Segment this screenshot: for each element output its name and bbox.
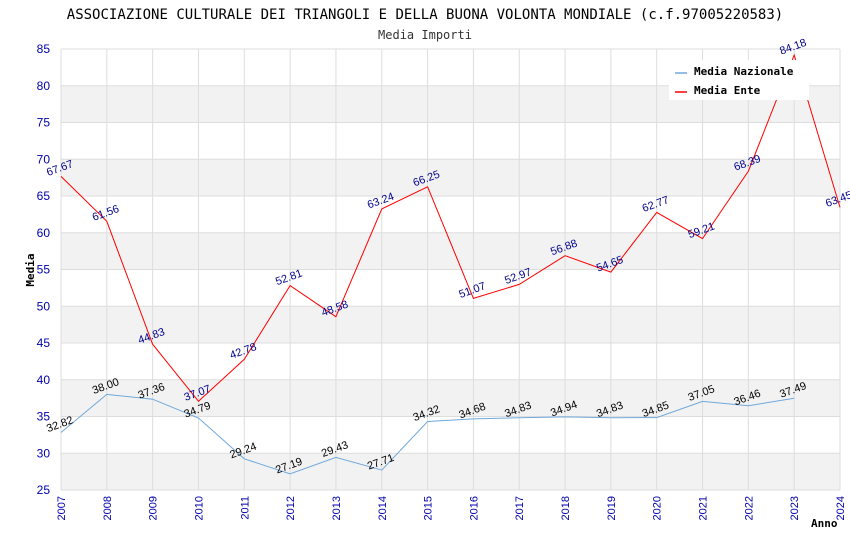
x-tick-label: 2015 bbox=[423, 496, 435, 520]
x-tick-label: 2009 bbox=[148, 496, 160, 520]
x-tick-label: 2016 bbox=[468, 496, 480, 520]
y-tick-label: 70 bbox=[37, 152, 51, 166]
x-tick-label: 2022 bbox=[743, 496, 755, 520]
grid-band bbox=[61, 306, 840, 343]
y-tick-label: 60 bbox=[37, 226, 51, 240]
x-axis-label: Anno bbox=[811, 517, 838, 530]
data-label: 52.81 bbox=[274, 267, 304, 288]
y-axis-ticks: 25 30 35 40 45 50 55 60 65 70 75 80 85 bbox=[37, 42, 51, 497]
y-tick-label: 30 bbox=[37, 446, 51, 460]
x-tick-label: 2024 bbox=[835, 496, 847, 520]
y-tick-label: 80 bbox=[37, 79, 51, 93]
x-tick-label: 2012 bbox=[285, 496, 297, 520]
y-tick-label: 65 bbox=[37, 189, 51, 203]
x-tick-label: 2018 bbox=[560, 496, 572, 520]
x-tick-label: 2013 bbox=[331, 496, 343, 520]
x-axis-ticks: 2007 2008 2009 2010 2011 2012 2013 2014 2015 2016… bbox=[56, 496, 847, 520]
x-tick-label: 2007 bbox=[56, 496, 68, 520]
legend: Media Nazionale Media Ente bbox=[669, 60, 809, 100]
grid-lines bbox=[60, 48, 841, 491]
chart-title: ASSOCIAZIONE CULTURALE DEI TRIANGOLI E D… bbox=[67, 7, 783, 23]
x-tick-label: 2019 bbox=[606, 496, 618, 520]
y-tick-label: 40 bbox=[37, 373, 51, 387]
series-line-media-nazionale bbox=[60, 393, 795, 475]
x-tick-label: 2017 bbox=[514, 496, 526, 520]
x-tick-label: 2011 bbox=[239, 496, 251, 520]
chart-subtitle: Media Importi bbox=[378, 28, 472, 42]
series-lines bbox=[60, 53, 841, 475]
y-tick-label: 55 bbox=[37, 263, 51, 277]
x-tick-label: 2021 bbox=[698, 496, 710, 520]
series-line-media-ente bbox=[60, 53, 841, 403]
y-tick-label: 85 bbox=[37, 42, 51, 56]
y-tick-label: 75 bbox=[37, 116, 51, 130]
data-label: 51.07 bbox=[457, 280, 487, 301]
grid-band bbox=[61, 453, 840, 490]
x-tick-label: 2020 bbox=[652, 496, 664, 520]
legend-label-media-ente: Media Ente bbox=[694, 84, 761, 97]
legend-box bbox=[669, 60, 809, 100]
grid-band bbox=[61, 379, 840, 417]
x-tick-label: 2008 bbox=[102, 496, 114, 520]
grid-band bbox=[61, 159, 840, 196]
data-label: 84.18 bbox=[778, 37, 808, 58]
grid-band bbox=[61, 232, 840, 270]
y-tick-label: 50 bbox=[37, 299, 51, 313]
x-tick-label: 2023 bbox=[789, 496, 801, 520]
data-label: 42.78 bbox=[228, 341, 258, 362]
legend-label-media-nazionale: Media Nazionale bbox=[694, 65, 794, 78]
y-axis-label: Media bbox=[24, 253, 37, 286]
x-tick-label: 2010 bbox=[193, 496, 205, 520]
data-label: 62.77 bbox=[641, 194, 671, 215]
y-tick-label: 45 bbox=[37, 336, 51, 350]
y-tick-label: 25 bbox=[37, 483, 51, 497]
x-tick-label: 2014 bbox=[377, 496, 389, 520]
grid-bands bbox=[61, 85, 840, 490]
y-tick-label: 35 bbox=[37, 410, 51, 424]
